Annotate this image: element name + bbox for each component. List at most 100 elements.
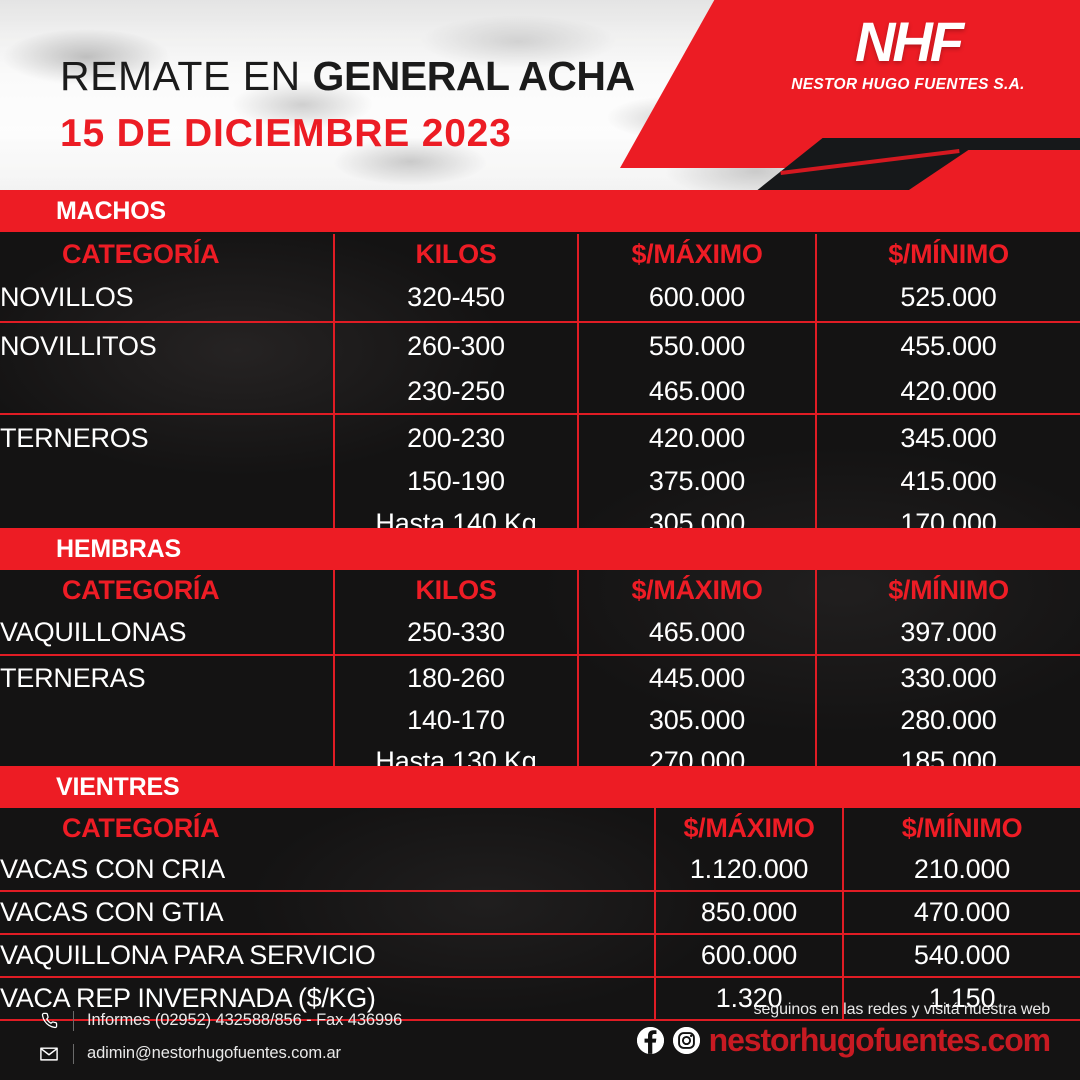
row-min: 345.000 (816, 413, 1080, 461)
poster-header: REMATE EN GENERAL ACHA 15 DE DICIEMBRE 2… (0, 0, 1080, 190)
row-kilos: 140-170 (334, 700, 579, 740)
page-title: REMATE EN GENERAL ACHA (60, 56, 635, 97)
table-row: VACAS CON GTIA 850.000 470.000 (0, 890, 1080, 934)
row-category: VAQUILLONA PARA SERVICIO (0, 933, 656, 977)
row-min: 420.000 (900, 375, 997, 406)
table-row: VACA REP INVERNADA ($/KG) 1.320 1.150 (0, 976, 1080, 1020)
footer-website-url[interactable]: nestorhugofuentes.com (708, 1022, 1051, 1058)
row-kilos: 200-230 (334, 413, 579, 461)
title-place: GENERAL ACHA (312, 53, 636, 99)
poster-footer: Informes (02952) 432588/856 - Fax 436996… (0, 996, 1080, 1080)
footer-tagline: seguinos en las redes y visitá nuestra w… (753, 1001, 1051, 1018)
table-row: NOVILLOS 320-450 600.000 525.000 (0, 274, 1080, 322)
row-min: 397.000 (900, 616, 997, 647)
col-header-categoria: CATEGORÍA (0, 234, 335, 274)
row-max: 465.000 (578, 369, 817, 414)
row-category: NOVILLOS (0, 274, 335, 322)
col-header-categoria: CATEGORÍA (0, 570, 335, 610)
row-category: VACA REP INVERNADA ($/KG) (0, 976, 656, 1020)
row-max: 1.120.000 (655, 848, 844, 891)
facebook-icon[interactable] (636, 1026, 664, 1054)
row-category-empty (0, 700, 335, 740)
footer-phone-row: Informes (02952) 432588/856 - Fax 436996 (38, 1004, 402, 1037)
row-kilos: 250-330 (334, 610, 579, 655)
row-min: 1.150 (843, 976, 1080, 1020)
row-max: 1.320 (655, 976, 844, 1020)
col-header-kilos: KILOS (334, 234, 579, 274)
row-category: NOVILLITOS (0, 321, 335, 369)
logo-monogram: NHF (854, 10, 964, 73)
row-min: 455.000 (816, 321, 1080, 369)
row-min: 330.000 (816, 654, 1080, 700)
title-prefix: REMATE EN (60, 53, 313, 99)
col-header-maximo: $/MÁXIMO (578, 570, 817, 610)
row-min: 280.000 (900, 704, 997, 735)
footer-social-block: seguinos en las redes y visitá nuestra w… (636, 1001, 1051, 1058)
row-max: 375.000 (578, 461, 817, 502)
row-min: 525.000 (900, 282, 997, 312)
section-title-hembras: HEMBRAS (56, 534, 181, 563)
header-title-block: REMATE EN GENERAL ACHA 15 DE DICIEMBRE 2… (60, 56, 635, 155)
row-category: VACAS CON CRIA (0, 848, 656, 891)
table-row: TERNERAS 180-260 445.000 330.000 (0, 654, 1080, 700)
row-category-empty (0, 461, 335, 502)
table-header-row: CATEGORÍA KILOS $/MÁXIMO $/MÍNIMO (0, 234, 1080, 274)
footer-divider (73, 1043, 74, 1064)
instagram-icon[interactable] (672, 1026, 700, 1054)
row-kilos: 150-190 (334, 461, 579, 502)
row-max: 550.000 (578, 321, 817, 369)
col-header-maximo: $/MÁXIMO (578, 234, 817, 274)
footer-web-row: nestorhugofuentes.com (636, 1022, 1051, 1058)
row-kilos: 320-450 (334, 274, 579, 322)
table-machos: CATEGORÍA KILOS $/MÁXIMO $/MÍNIMO NOVILL… (0, 234, 1080, 547)
row-max: 445.000 (578, 654, 817, 700)
footer-divider (73, 1010, 74, 1031)
table-row: 150-190 375.000 415.000 (0, 461, 1080, 502)
table-header-row: CATEGORÍA KILOS $/MÁXIMO $/MÍNIMO (0, 570, 1080, 610)
row-min: 470.000 (843, 890, 1080, 934)
row-min: 540.000 (843, 933, 1080, 977)
table-row: 140-170 305.000 280.000 (0, 700, 1080, 740)
section-title-vientres: VIENTRES (56, 772, 180, 801)
section-banner-machos: MACHOS (0, 190, 1080, 232)
row-category: TERNERAS (0, 654, 335, 700)
table-vientres: CATEGORÍA $/MÁXIMO $/MÍNIMO VACAS CON CR… (0, 808, 1080, 1022)
row-max: 850.000 (655, 890, 844, 934)
row-category-empty (0, 369, 335, 414)
section-banner-hembras: HEMBRAS (0, 528, 1080, 570)
row-max: 465.000 (578, 610, 817, 655)
table-hembras: CATEGORÍA KILOS $/MÁXIMO $/MÍNIMO VAQUIL… (0, 570, 1080, 785)
row-category: TERNEROS (0, 413, 335, 461)
col-header-categoria: CATEGORÍA (0, 808, 656, 848)
table-row: VACAS CON CRIA 1.120.000 210.000 (0, 848, 1080, 891)
table-header-row: CATEGORÍA $/MÁXIMO $/MÍNIMO (0, 808, 1080, 848)
col-header-minimo: $/MÍNIMO (888, 238, 1009, 269)
envelope-icon (38, 1043, 60, 1065)
row-kilos: 230-250 (334, 369, 579, 414)
row-min: 210.000 (913, 853, 1011, 884)
row-max: 420.000 (578, 413, 817, 461)
row-category: VAQUILLONAS (0, 610, 335, 655)
logo-company-name: NESTOR HUGO FUENTES S.A. (791, 76, 1025, 93)
footer-phone-text: Informes (02952) 432588/856 - Fax 436996 (87, 1011, 403, 1029)
row-kilos: 260-300 (334, 321, 579, 369)
table-row: NOVILLITOS 260-300 550.000 455.000 (0, 321, 1080, 369)
row-max: 305.000 (578, 700, 817, 740)
phone-icon (38, 1010, 60, 1032)
row-category: VACAS CON GTIA (0, 890, 656, 934)
col-header-maximo: $/MÁXIMO (655, 808, 844, 848)
section-banner-vientres: VIENTRES (0, 766, 1080, 808)
row-max: 600.000 (578, 274, 817, 322)
col-header-minimo: $/MÍNIMO (888, 574, 1009, 605)
table-row: VAQUILLONA PARA SERVICIO 600.000 540.000 (0, 933, 1080, 977)
auction-date: 15 DE DICIEMBRE 2023 (60, 112, 512, 155)
table-row: 230-250 465.000 420.000 (0, 369, 1080, 414)
company-logo: NHF NESTOR HUGO FUENTES S.A. (788, 14, 1028, 94)
col-header-minimo: $/MÍNIMO (901, 812, 1023, 843)
table-row: TERNEROS 200-230 420.000 345.000 (0, 413, 1080, 461)
row-max: 600.000 (655, 933, 844, 977)
footer-contact-block: Informes (02952) 432588/856 - Fax 436996… (38, 1004, 402, 1070)
row-min: 415.000 (900, 466, 997, 496)
table-row: VAQUILLONAS 250-330 465.000 397.000 (0, 610, 1080, 655)
